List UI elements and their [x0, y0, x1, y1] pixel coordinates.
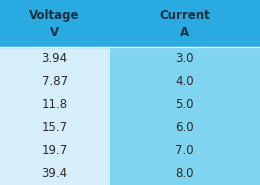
- Text: 39.4: 39.4: [42, 167, 68, 180]
- Text: 5.0: 5.0: [175, 98, 194, 111]
- Bar: [109, 47, 260, 185]
- Text: 7.0: 7.0: [175, 144, 194, 157]
- Text: 7.87: 7.87: [42, 75, 68, 88]
- Text: 19.7: 19.7: [42, 144, 68, 157]
- Text: 11.8: 11.8: [42, 98, 68, 111]
- Bar: [0, 0, 260, 47]
- Text: 6.0: 6.0: [175, 121, 194, 134]
- Text: Voltage
V: Voltage V: [29, 9, 80, 39]
- Text: 4.0: 4.0: [175, 75, 194, 88]
- Text: Current
A: Current A: [159, 9, 210, 39]
- Text: 8.0: 8.0: [175, 167, 194, 180]
- Text: 3.0: 3.0: [175, 52, 194, 65]
- Text: 3.94: 3.94: [42, 52, 68, 65]
- Text: 15.7: 15.7: [42, 121, 68, 134]
